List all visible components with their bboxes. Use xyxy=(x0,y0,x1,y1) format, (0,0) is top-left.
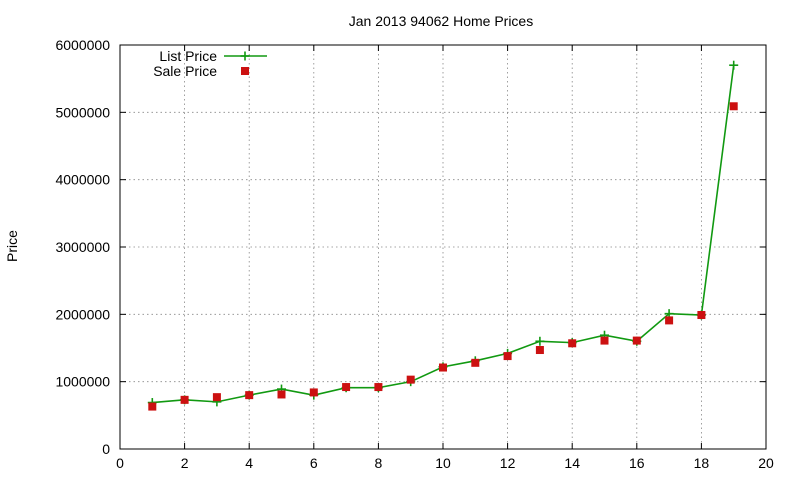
y-tick-label: 0 xyxy=(102,441,110,457)
sale-price-point xyxy=(245,391,254,400)
sale-price-point xyxy=(309,388,318,397)
sale-price-point xyxy=(406,375,415,384)
sale-price-point xyxy=(180,395,189,404)
x-tick-label: 16 xyxy=(629,455,645,471)
sale-price-point xyxy=(568,339,577,348)
sale-price-point xyxy=(729,102,738,111)
y-tick-label: 4000000 xyxy=(55,172,110,188)
sale-price-point xyxy=(697,311,706,320)
sale-price-point xyxy=(665,316,674,325)
sale-price-point xyxy=(632,336,641,345)
legend-label-sale-price: Sale Price xyxy=(153,63,217,79)
list-price-point xyxy=(535,336,545,346)
x-tick-label: 6 xyxy=(310,455,318,471)
chart-title: Jan 2013 94062 Home Prices xyxy=(349,13,533,29)
sale-price-point xyxy=(374,383,383,392)
sale-price-point xyxy=(600,336,609,345)
x-tick-label: 8 xyxy=(375,455,383,471)
y-tick-label: 3000000 xyxy=(55,239,110,255)
sale-price-point xyxy=(535,346,544,355)
x-tick-label: 14 xyxy=(564,455,580,471)
sale-price-point xyxy=(277,390,286,399)
y-axis-label: Price xyxy=(4,230,20,262)
axis-ticks: 0 2 4 6 8 10 12 14 16 18 20 0 1000000 2000000 3000000 4… xyxy=(55,37,774,471)
sale-price-point xyxy=(439,363,447,372)
x-tick-label: 10 xyxy=(435,455,451,471)
y-tick-label: 5000000 xyxy=(55,104,110,120)
legend-marker-sale-price xyxy=(241,67,249,75)
y-tick-label: 1000000 xyxy=(55,374,110,390)
x-tick-label: 2 xyxy=(181,455,189,471)
series-layer xyxy=(147,60,739,411)
x-tick-label: 0 xyxy=(116,455,124,471)
x-tick-label: 20 xyxy=(758,455,774,471)
sale-price-point xyxy=(148,402,157,411)
y-tick-label: 2000000 xyxy=(55,306,110,322)
sale-price-point xyxy=(471,358,480,367)
list-price-point xyxy=(729,60,739,70)
x-tick-label: 12 xyxy=(500,455,516,471)
sale-price-point xyxy=(212,393,221,402)
legend-marker-list-price xyxy=(240,51,250,61)
sale-price-point xyxy=(342,383,351,392)
grid-lines xyxy=(120,45,766,449)
x-tick-label: 18 xyxy=(694,455,710,471)
sale-price-point xyxy=(503,352,512,361)
legend-label-list-price: List Price xyxy=(159,48,217,64)
y-tick-label: 6000000 xyxy=(55,37,110,53)
x-tick-label: 4 xyxy=(245,455,253,471)
